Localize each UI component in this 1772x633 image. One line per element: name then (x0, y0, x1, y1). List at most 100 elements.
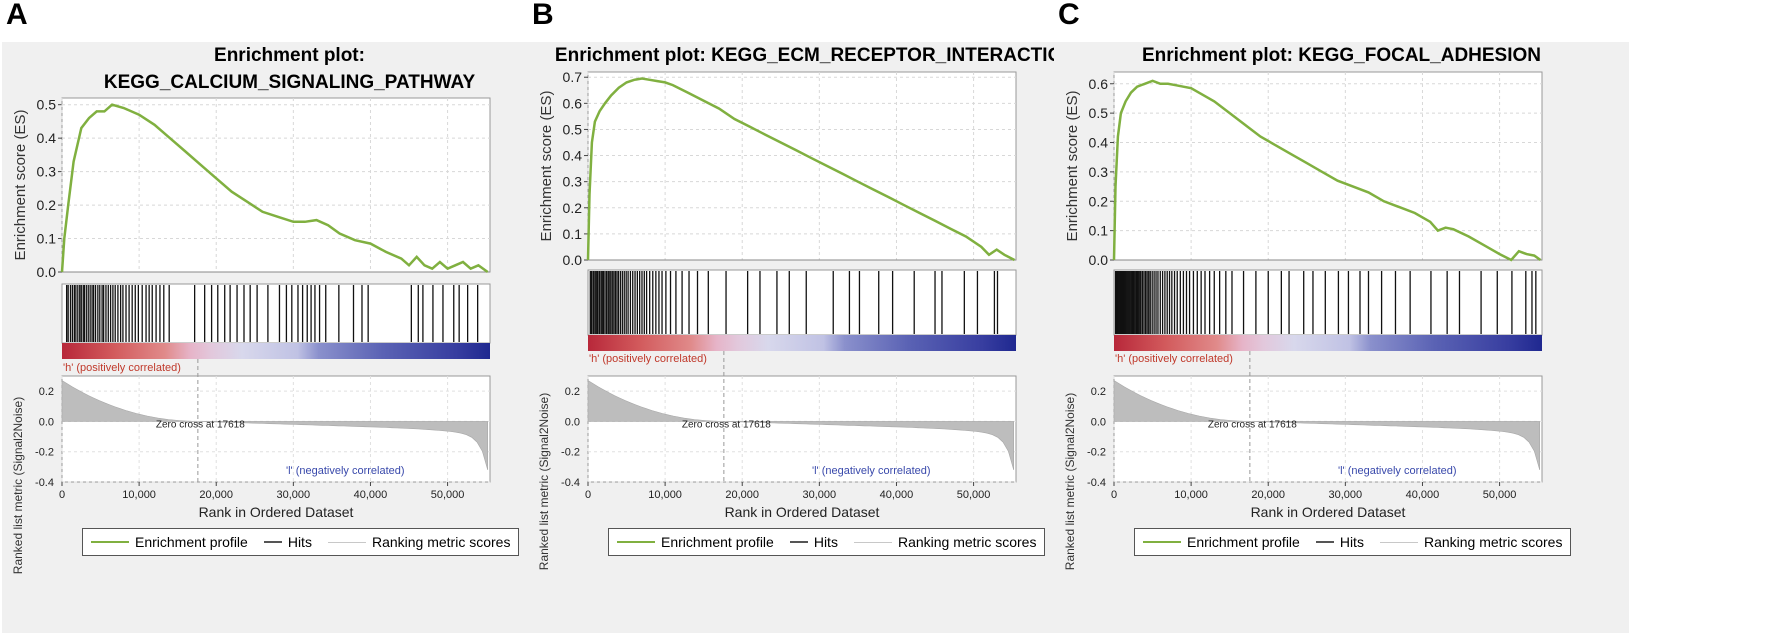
es-ytick-label: 0.4 (37, 130, 57, 146)
metric-ylabel: Ranked list metric (Signal2Noise) (537, 393, 551, 570)
xtick-label: 10,000 (122, 489, 156, 501)
legend-label: Hits (1339, 534, 1364, 550)
legend-swatch (263, 541, 282, 543)
es-ytick-label: 0.2 (563, 200, 583, 216)
legend-item: Ranking metric scores (320, 534, 519, 550)
metric-ytick-label: 0.0 (1091, 416, 1106, 428)
hits-area (1113, 269, 1543, 336)
es-ytick-label: 0.2 (1089, 193, 1109, 209)
xtick-label: 0 (585, 489, 591, 501)
negative-label: 'l' (negatively correlated) (1338, 465, 1457, 477)
legend-item: Enrichment profile (1135, 534, 1308, 550)
legend-swatch (91, 541, 129, 543)
metric-ytick-label: -0.4 (1087, 477, 1106, 489)
zero-cross-label: Zero cross at 17618 (682, 419, 771, 430)
xtick-label: 30,000 (803, 489, 837, 501)
ranking-color-bar (1114, 335, 1542, 351)
xtick-label: 30,000 (1329, 489, 1363, 501)
legend-swatch (1143, 541, 1181, 543)
xtick-label: 40,000 (354, 489, 388, 501)
es-ytick-label: 0.4 (563, 148, 583, 164)
es-ytick-label: 0.5 (37, 97, 57, 113)
xtick-label: 0 (59, 489, 65, 501)
es-ytick-label: 0.1 (37, 231, 57, 247)
es-ytick-label: 0.3 (1089, 164, 1109, 180)
legend-label: Enrichment profile (1187, 534, 1300, 550)
es-ytick-label: 0.0 (1089, 252, 1109, 268)
chart-title: KEGG_CALCIUM_SIGNALING_PATHWAY (103, 72, 476, 93)
legend-label: Enrichment profile (135, 534, 248, 550)
metric-ytick-label: -0.2 (561, 447, 580, 459)
legend-item: Hits (782, 534, 846, 550)
ranking-metric-fill (587, 379, 1014, 470)
chart-title: Enrichment plot: KEGG_ECM_RECEPTOR_INTER… (554, 45, 1077, 66)
enrichment-chart: 0.0 0.1 0.2 0.3 0.4 0.5 0.6 Enrichment score (E… (1063, 71, 1543, 570)
xtick-label: 20,000 (1251, 489, 1285, 501)
legend-swatch (1379, 541, 1418, 543)
legend-label: Hits (813, 534, 838, 550)
es-plot-area (61, 97, 491, 273)
es-ytick-label: 0.7 (563, 69, 583, 85)
chart-panel: Enrichment plot: KEGG_FOCAL_ADHESION 0.0 0… (1054, 42, 1629, 633)
chart-title: Enrichment plot: KEGG_FOCAL_ADHESION (1141, 45, 1542, 66)
chart-legend: Enrichment profile Hits Ranking metric sco… (82, 528, 520, 556)
chart-panel: Enrichment plot: KEGG_CALCIUM_SIGNALING_P… (2, 42, 577, 633)
xtick-label: 50,000 (431, 489, 465, 501)
negative-label: 'l' (negatively correlated) (812, 465, 931, 477)
metric-ytick-label: -0.2 (35, 447, 54, 459)
positive-label: 'h' (positively correlated) (589, 353, 707, 365)
metric-ytick-label: 0.0 (39, 416, 54, 428)
legend-item: Ranking metric scores (846, 534, 1045, 550)
es-ylabel: Enrichment score (ES) (1064, 91, 1081, 242)
metric-ytick-label: 0.0 (565, 416, 580, 428)
panel-letter: A (6, 0, 28, 31)
legend-swatch (789, 541, 808, 543)
chart-title: Enrichment plot: (214, 45, 365, 66)
metric-ytick-label: 0.2 (1091, 386, 1106, 398)
metric-ylabel: Ranked list metric (Signal2Noise) (11, 397, 25, 574)
legend-item: Enrichment profile (83, 534, 256, 550)
positive-label: 'h' (positively correlated) (1115, 353, 1233, 365)
metric-ytick-label: -0.2 (1087, 447, 1106, 459)
ranking-metric-fill (1113, 379, 1540, 470)
positive-label: 'h' (positively correlated) (63, 362, 181, 374)
xtick-label: 40,000 (880, 489, 914, 501)
legend-item: Ranking metric scores (1372, 534, 1571, 550)
es-ylabel: Enrichment score (ES) (538, 91, 555, 242)
ranking-color-bar (588, 335, 1016, 351)
enrichment-chart: 0.0 0.1 0.2 0.3 0.4 0.5 Enrichment score (ES) '… (11, 97, 491, 574)
es-curve (1112, 79, 1542, 262)
chart-legend: Enrichment profile Hits Ranking metric sco… (608, 528, 1046, 556)
enrichment-chart: 0.0 0.1 0.2 0.3 0.4 0.5 0.6 0.7 Enrichment score… (537, 69, 1017, 570)
es-ytick-label: 0.5 (563, 121, 583, 137)
negative-label: 'l' (negatively correlated) (286, 465, 405, 477)
legend-item: Enrichment profile (609, 534, 782, 550)
xlabel: Rank in Ordered Dataset (1251, 504, 1406, 520)
es-ytick-label: 0.3 (37, 164, 57, 180)
es-ytick-label: 0.1 (563, 226, 583, 242)
legend-label: Ranking metric scores (897, 534, 1037, 550)
xtick-label: 20,000 (725, 489, 759, 501)
es-ytick-label: 0.5 (1089, 105, 1109, 121)
xlabel: Rank in Ordered Dataset (725, 504, 880, 520)
chart-panel: Enrichment plot: KEGG_ECM_RECEPTOR_INTER… (528, 42, 1103, 633)
metric-ytick-label: -0.4 (35, 477, 54, 489)
es-plot-area (587, 71, 1017, 261)
xtick-label: 10,000 (1174, 489, 1208, 501)
zero-cross-label: Zero cross at 17618 (1208, 419, 1297, 430)
es-ytick-label: 0.0 (563, 252, 583, 268)
metric-ytick-label: 0.2 (39, 386, 54, 398)
legend-label: Ranking metric scores (1423, 534, 1563, 550)
legend-swatch (1315, 541, 1334, 543)
es-ytick-label: 0.2 (37, 197, 57, 213)
metric-ytick-label: 0.2 (565, 386, 580, 398)
xlabel: Rank in Ordered Dataset (199, 504, 354, 520)
panel-letter: C (1058, 0, 1080, 31)
es-ytick-label: 0.4 (1089, 135, 1109, 151)
legend-item: Hits (1308, 534, 1372, 550)
zero-cross-label: Zero cross at 17618 (156, 419, 245, 430)
es-ytick-label: 0.6 (563, 95, 583, 111)
es-ytick-label: 0.1 (1089, 223, 1109, 239)
legend-label: Enrichment profile (661, 534, 774, 550)
es-curve (586, 77, 1016, 262)
